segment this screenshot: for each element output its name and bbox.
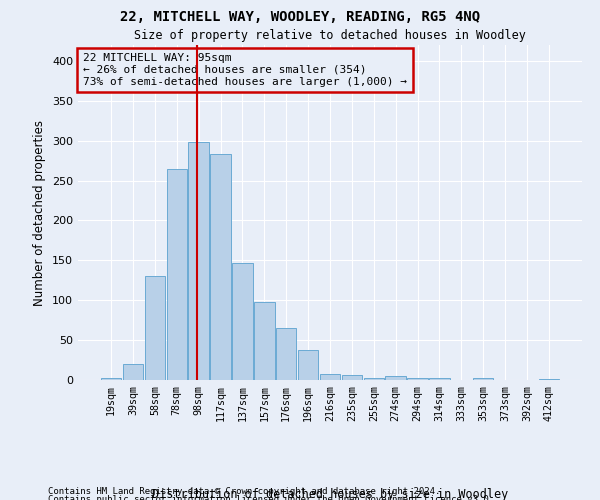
Y-axis label: Number of detached properties: Number of detached properties xyxy=(34,120,46,306)
Bar xyxy=(429,378,449,380)
Bar xyxy=(211,154,231,380)
Bar xyxy=(167,168,187,380)
Bar xyxy=(320,374,340,380)
X-axis label: Distribution of detached houses by size in Woodley: Distribution of detached houses by size … xyxy=(152,488,508,500)
Bar xyxy=(364,378,384,380)
Bar xyxy=(232,263,253,380)
Bar xyxy=(342,375,362,380)
Text: 22, MITCHELL WAY, WOODLEY, READING, RG5 4NQ: 22, MITCHELL WAY, WOODLEY, READING, RG5 … xyxy=(120,10,480,24)
Bar xyxy=(473,378,493,380)
Bar xyxy=(254,302,275,380)
Bar xyxy=(145,276,165,380)
Bar xyxy=(539,379,559,380)
Text: Contains HM Land Registry data © Crown copyright and database right 2024.: Contains HM Land Registry data © Crown c… xyxy=(48,488,440,496)
Bar xyxy=(101,378,121,380)
Bar xyxy=(407,378,428,380)
Bar xyxy=(123,364,143,380)
Bar xyxy=(298,350,318,380)
Bar xyxy=(188,142,209,380)
Title: Size of property relative to detached houses in Woodley: Size of property relative to detached ho… xyxy=(134,30,526,43)
Bar xyxy=(385,376,406,380)
Text: 22 MITCHELL WAY: 95sqm
← 26% of detached houses are smaller (354)
73% of semi-de: 22 MITCHELL WAY: 95sqm ← 26% of detached… xyxy=(83,54,407,86)
Text: Contains public sector information licensed under the Open Government Licence v3: Contains public sector information licen… xyxy=(48,495,494,500)
Bar xyxy=(276,328,296,380)
